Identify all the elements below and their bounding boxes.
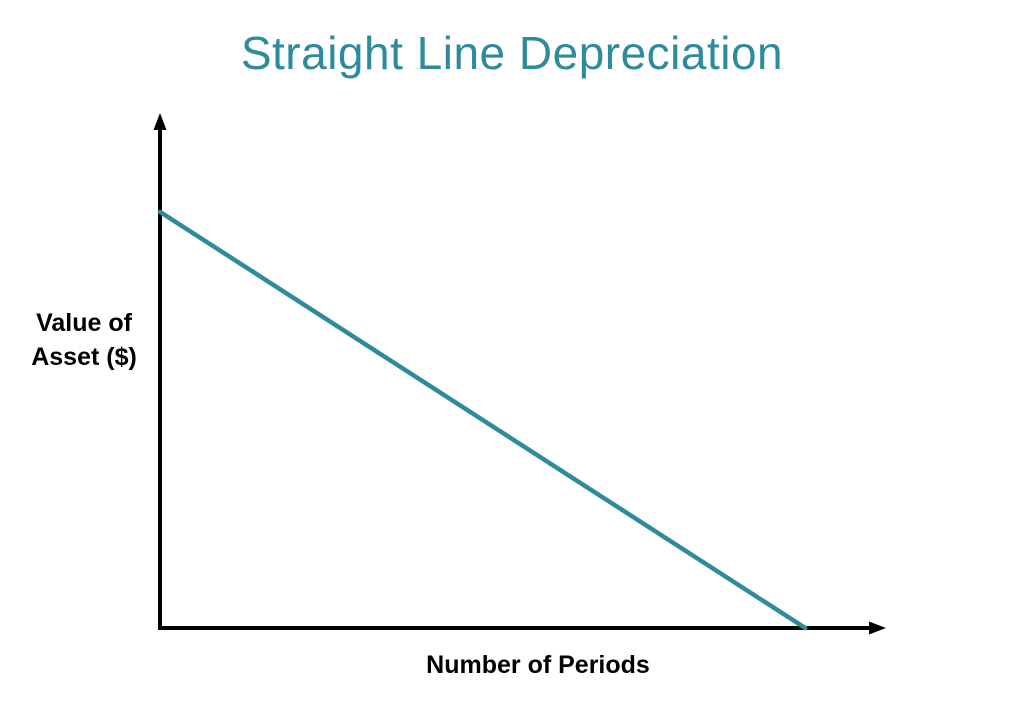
y-axis-label: Value of Asset ($)	[14, 306, 154, 374]
x-axis-arrowhead-icon	[869, 621, 886, 635]
chart-title: Straight Line Depreciation	[240, 27, 784, 79]
x-axis-label: Number of Periods	[426, 651, 650, 679]
depreciation-line-series	[157, 209, 808, 631]
y-axis-label-line2: Asset ($)	[31, 343, 137, 371]
y-axis-arrowhead-icon	[153, 113, 167, 130]
y-axis-label-line1: Value of	[36, 309, 132, 337]
